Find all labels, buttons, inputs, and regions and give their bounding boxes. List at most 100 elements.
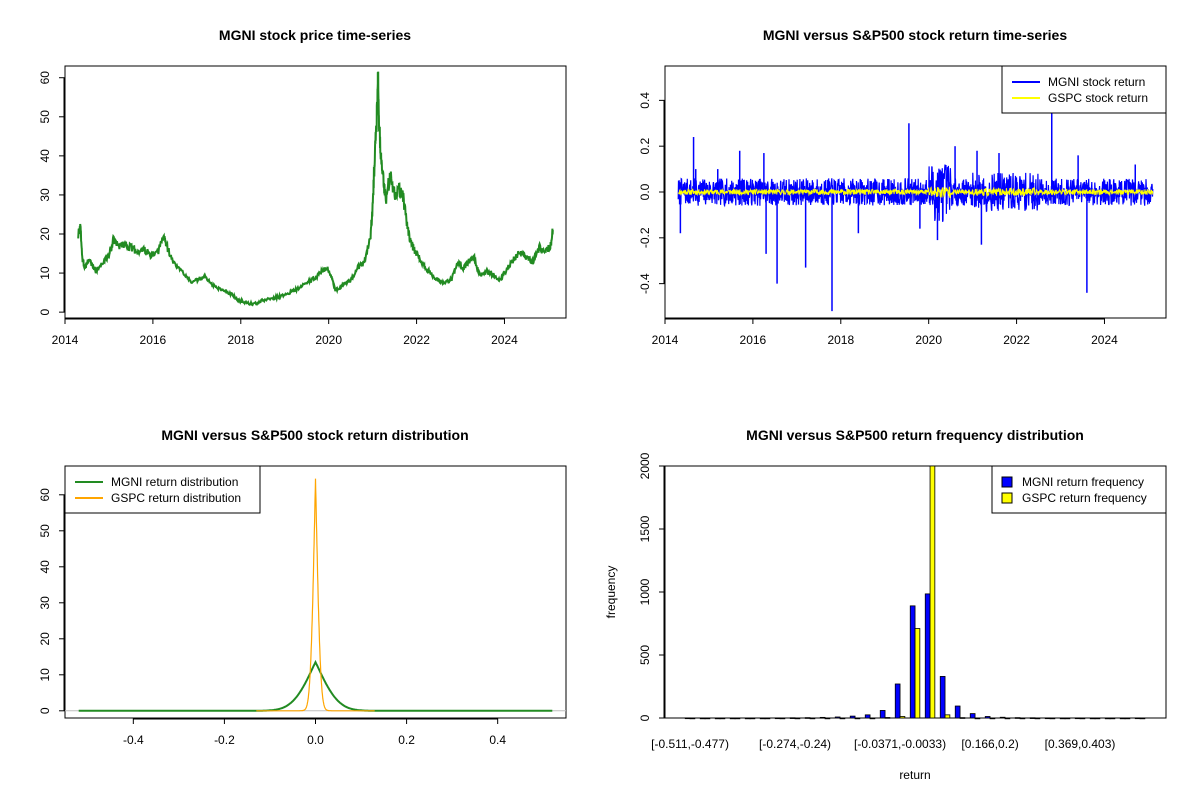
mgni-frequency-bar bbox=[1044, 717, 1051, 720]
density-legend-label: GSPC return distribution bbox=[111, 491, 241, 505]
price-series-line bbox=[77, 71, 554, 307]
gspc-frequency-bar bbox=[764, 717, 771, 720]
price-x-tick-label: 2014 bbox=[52, 333, 79, 347]
gspc-frequency-bar bbox=[779, 717, 786, 720]
gspc-frequency-bar bbox=[944, 714, 951, 719]
price-y-tick-label: 10 bbox=[38, 266, 52, 280]
gspc-return-line bbox=[677, 186, 1154, 199]
returns-y-tick-label: 0.4 bbox=[638, 92, 652, 109]
mgni-frequency-bar bbox=[1014, 717, 1021, 719]
density-y-tick-label: 30 bbox=[38, 596, 52, 610]
mgni-frequency-bar bbox=[684, 717, 691, 720]
histogram-chart-title: MGNI versus S&P500 return frequency dist… bbox=[746, 427, 1084, 443]
price-x-tick-label: 2020 bbox=[315, 333, 342, 347]
histogram-y-tick-label: 0 bbox=[638, 714, 652, 721]
mgni-frequency-bar bbox=[804, 717, 811, 719]
mgni-return-line bbox=[677, 164, 1154, 222]
histogram-y-axis-label: frequency bbox=[604, 566, 618, 619]
mgni-frequency-bar bbox=[744, 717, 751, 720]
histogram-y-tick-label: 1500 bbox=[638, 515, 652, 542]
returns-chart-panel: MGNI versus S&P500 stock return time-ser… bbox=[638, 27, 1167, 347]
density-legend-label: MGNI return distribution bbox=[111, 475, 238, 489]
price-x-tick-label: 2016 bbox=[140, 333, 167, 347]
mgni-frequency-bar bbox=[1104, 717, 1111, 720]
returns-y-tick-label: 0.0 bbox=[638, 183, 652, 200]
mgni-frequency-bar bbox=[1029, 717, 1036, 719]
mgni-frequency-bar bbox=[969, 713, 976, 719]
gspc-frequency-bar bbox=[869, 717, 876, 720]
mgni-frequency-bar bbox=[924, 593, 931, 719]
returns-x-tick-label: 2016 bbox=[740, 333, 767, 347]
mgni-frequency-bar bbox=[1059, 717, 1066, 720]
histogram-category-label: [0.369,0.403) bbox=[1045, 737, 1116, 751]
gspc-frequency-bar bbox=[1034, 717, 1041, 720]
mgni-frequency-bar bbox=[909, 605, 916, 719]
price-y-tick-label: 50 bbox=[38, 110, 52, 124]
mgni-frequency-bar bbox=[849, 715, 856, 719]
histogram-legend-swatch bbox=[1001, 492, 1013, 504]
price-chart-title: MGNI stock price time-series bbox=[219, 27, 411, 43]
gspc-frequency-bar bbox=[1094, 717, 1101, 720]
histogram-y-tick-label: 1000 bbox=[638, 578, 652, 605]
gspc-frequency-bar bbox=[1049, 717, 1056, 720]
gspc-frequency-bar bbox=[1079, 717, 1086, 720]
mgni-frequency-bar bbox=[759, 717, 766, 720]
price-y-tick-label: 0 bbox=[38, 308, 52, 315]
price-y-tick-label: 60 bbox=[38, 71, 52, 85]
density-y-tick-label: 40 bbox=[38, 560, 52, 574]
returns-legend-label: GSPC stock return bbox=[1048, 91, 1148, 105]
mgni-frequency-bar bbox=[999, 716, 1006, 719]
mgni-frequency-bar bbox=[864, 714, 871, 719]
mgni-frequency-bar bbox=[939, 676, 946, 719]
gspc-frequency-bar bbox=[749, 717, 756, 720]
histogram-legend-label: MGNI return frequency bbox=[1022, 475, 1144, 489]
density-y-tick-label: 0 bbox=[38, 707, 52, 714]
gspc-frequency-bar bbox=[929, 465, 936, 719]
gspc-frequency-bar bbox=[989, 717, 996, 720]
mgni-frequency-bar bbox=[1089, 717, 1096, 720]
gspc-frequency-bar bbox=[899, 716, 906, 719]
histogram-category-label: [0.166,0.2) bbox=[961, 737, 1018, 751]
histogram-chart-panel: MGNI versus S&P500 return frequency dist… bbox=[604, 427, 1167, 782]
mgni-frequency-bar bbox=[894, 683, 901, 719]
returns-x-tick-label: 2020 bbox=[915, 333, 942, 347]
price-y-tick-label: 40 bbox=[38, 149, 52, 163]
mgni-frequency-bar bbox=[714, 717, 721, 720]
gspc-frequency-bar bbox=[854, 717, 861, 720]
returns-x-tick-label: 2022 bbox=[1003, 333, 1030, 347]
gspc-frequency-bar bbox=[884, 717, 891, 719]
returns-y-tick-label: -0.4 bbox=[638, 273, 652, 294]
gspc-frequency-bar bbox=[719, 717, 726, 720]
histogram-category-label: [-0.511,-0.477) bbox=[651, 737, 729, 751]
gspc-frequency-bar bbox=[1124, 717, 1131, 720]
mgni-frequency-bar bbox=[1074, 717, 1081, 720]
mgni-frequency-bar bbox=[774, 717, 781, 720]
density-x-tick-label: -0.2 bbox=[214, 733, 235, 747]
gspc-frequency-bar bbox=[1019, 717, 1026, 720]
gspc-frequency-bar bbox=[974, 717, 981, 720]
mgni-frequency-bar bbox=[834, 716, 841, 719]
mgni-frequency-bar bbox=[954, 705, 961, 719]
gspc-frequency-bar bbox=[959, 717, 966, 719]
mgni-frequency-bar bbox=[1134, 717, 1141, 720]
mgni-frequency-bar bbox=[1119, 717, 1126, 720]
gspc-frequency-bar bbox=[824, 717, 831, 720]
density-y-tick-label: 20 bbox=[38, 632, 52, 646]
mgni-density-line bbox=[78, 659, 553, 712]
gspc-frequency-bar bbox=[704, 717, 711, 720]
returns-legend-label: MGNI stock return bbox=[1048, 75, 1145, 89]
price-plot-frame bbox=[64, 65, 567, 319]
mgni-frequency-bar bbox=[789, 717, 796, 719]
price-y-tick-label: 20 bbox=[38, 227, 52, 241]
histogram-legend-label: GSPC return frequency bbox=[1022, 491, 1147, 505]
histogram-legend-swatch bbox=[1001, 476, 1013, 488]
gspc-frequency-bar bbox=[1004, 717, 1011, 720]
density-y-tick-label: 60 bbox=[38, 488, 52, 502]
histogram-legend-box bbox=[991, 465, 1167, 514]
mgni-frequency-bar bbox=[984, 716, 991, 719]
returns-x-tick-label: 2024 bbox=[1091, 333, 1118, 347]
returns-x-tick-label: 2018 bbox=[827, 333, 854, 347]
gspc-frequency-bar bbox=[1139, 717, 1146, 720]
mgni-frequency-bar bbox=[819, 716, 826, 719]
mgni-frequency-bar bbox=[879, 710, 886, 719]
